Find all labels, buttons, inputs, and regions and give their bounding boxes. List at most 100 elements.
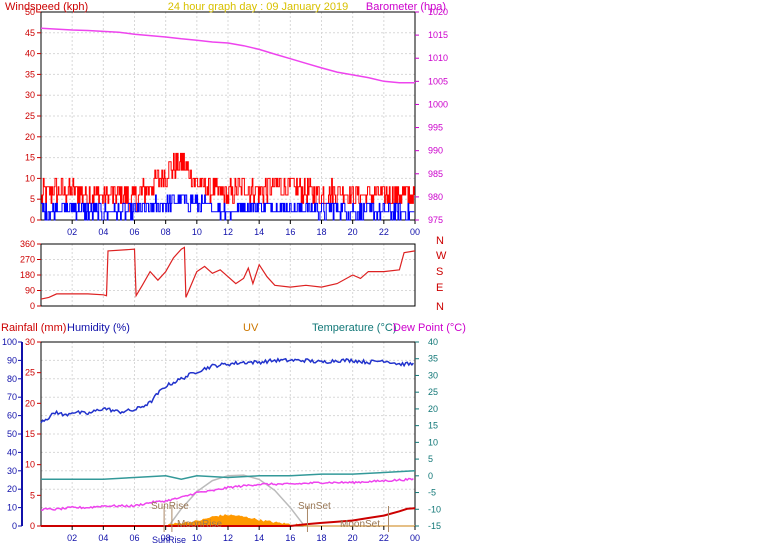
rainfall-tick-label: 15: [25, 429, 35, 439]
humidity-tick-label: 40: [7, 447, 17, 457]
temperature-axis-label: Temperature (°C): [312, 322, 396, 334]
direction-tick-label: 0: [30, 301, 35, 311]
barometer-axis-label: Barometer (hpa): [366, 1, 446, 13]
barometer-series: [40, 27, 415, 84]
temperature-tick-label: -5: [428, 488, 436, 498]
barometer-tick-label: 1010: [428, 53, 448, 63]
temperature-tick-label: 20: [428, 404, 438, 414]
temperature-tick-label: 5: [428, 454, 433, 464]
dewpoint-axis-label: Dew Point (°C): [393, 322, 466, 334]
windspeed-tick-label: 50: [25, 7, 35, 17]
humidity-tick-label: 30: [7, 466, 17, 476]
direction-compass-label: W: [436, 250, 447, 262]
direction-compass-label: N: [436, 301, 444, 313]
barometer-tick-label: 1015: [428, 30, 448, 40]
temperature-tick-label: 25: [428, 387, 438, 397]
x-tick-label: 22: [379, 227, 389, 237]
direction-tick-label: 180: [20, 270, 35, 280]
x-tick-label: 06: [129, 227, 139, 237]
x-tick-label: 16: [285, 533, 295, 543]
rainfall-tick-label: 30: [25, 337, 35, 347]
humidity-axis-label: Humidity (%): [67, 322, 130, 334]
solar-series: [41, 474, 415, 527]
x-tick-label: 04: [98, 227, 108, 237]
windspeed-tick-label: 15: [25, 153, 35, 163]
graph-title: 24 hour graph day : 09 January 2019: [168, 1, 348, 13]
humidity-tick-label: 70: [7, 392, 17, 402]
windspeed-axis-label: Windspeed (kph): [5, 1, 88, 13]
x-tick-label: 22: [379, 533, 389, 543]
windspeed-tick-label: 45: [25, 28, 35, 38]
windspeed-tick-label: 35: [25, 69, 35, 79]
humidity-tick-label: 50: [7, 429, 17, 439]
x-tick-label: 16: [285, 227, 295, 237]
direction-tick-label: 360: [20, 239, 35, 249]
windspeed-tick-label: 0: [30, 215, 35, 225]
x-tick-label: 06: [129, 533, 139, 543]
windspeed-tick-label: 20: [25, 132, 35, 142]
barometer-tick-label: 1020: [428, 7, 448, 17]
x-tick-label: 10: [192, 533, 202, 543]
x-tick-label: 18: [316, 227, 326, 237]
humidity-tick-label: 10: [7, 503, 17, 513]
barometer-tick-label: 985: [428, 169, 443, 179]
direction-compass-label: S: [436, 266, 443, 278]
humidity-tick-label: 90: [7, 355, 17, 365]
rainfall-tick-label: 5: [30, 490, 35, 500]
windspeed-tick-label: 30: [25, 90, 35, 100]
temperature-series: [41, 470, 416, 480]
wind-direction-series: [40, 246, 416, 300]
humidity-tick-label: 100: [2, 337, 17, 347]
x-tick-label: 08: [161, 533, 171, 543]
barometer-tick-label: 1000: [428, 99, 448, 109]
rainfall-axis-label: Rainfall (mm): [1, 322, 66, 334]
temperature-tick-label: 10: [428, 437, 438, 447]
temperature-tick-label: 30: [428, 370, 438, 380]
temperature-tick-label: -10: [428, 504, 441, 514]
moonrise-label: MoonRise: [177, 519, 222, 530]
direction-tick-label: 90: [25, 286, 35, 296]
windspeed-tick-label: 25: [25, 111, 35, 121]
sunset-label: SunSet: [298, 501, 331, 512]
humidity-tick-label: 20: [7, 484, 17, 494]
rainfall-tick-label: 25: [25, 368, 35, 378]
x-tick-label: 12: [223, 227, 233, 237]
x-tick-label: 00: [410, 533, 420, 543]
rainfall-series: [41, 507, 416, 527]
grid-lines: [40, 11, 416, 527]
barometer-tick-label: 975: [428, 215, 443, 225]
humidity-tick-label: 80: [7, 374, 17, 384]
x-tick-label: 20: [348, 533, 358, 543]
rainfall-tick-label: 10: [25, 460, 35, 470]
x-tick-label: 10: [192, 227, 202, 237]
x-tick-label: 02: [67, 227, 77, 237]
barometer-tick-label: 980: [428, 192, 443, 202]
barometer-tick-label: 995: [428, 123, 443, 133]
windspeed-tick-label: 5: [30, 194, 35, 204]
x-tick-label: 20: [348, 227, 358, 237]
barometer-tick-label: 990: [428, 146, 443, 156]
sunrise-label: SunRise: [151, 501, 189, 512]
direction-compass-label: E: [436, 282, 443, 294]
humidity-series: [40, 357, 414, 424]
dewpoint-series: [40, 477, 414, 511]
x-tick-label: 14: [254, 533, 264, 543]
temperature-tick-label: 40: [428, 337, 438, 347]
windspeed-gust-series: [41, 152, 415, 213]
x-tick-label: 14: [254, 227, 264, 237]
x-tick-label: 18: [316, 533, 326, 543]
temperature-tick-label: 0: [428, 471, 433, 481]
data-series: [40, 27, 416, 532]
temperature-tick-label: -15: [428, 521, 441, 531]
x-tick-label: 08: [161, 227, 171, 237]
moonset-label: MoonSet: [340, 519, 380, 530]
humidity-tick-label: 0: [12, 521, 17, 531]
windspeed-tick-label: 40: [25, 49, 35, 59]
uv-label: UV: [243, 322, 259, 334]
barometer-tick-label: 1005: [428, 76, 448, 86]
rainfall-tick-label: 0: [30, 521, 35, 531]
windspeed-tick-label: 10: [25, 173, 35, 183]
temperature-tick-label: 35: [428, 354, 438, 364]
